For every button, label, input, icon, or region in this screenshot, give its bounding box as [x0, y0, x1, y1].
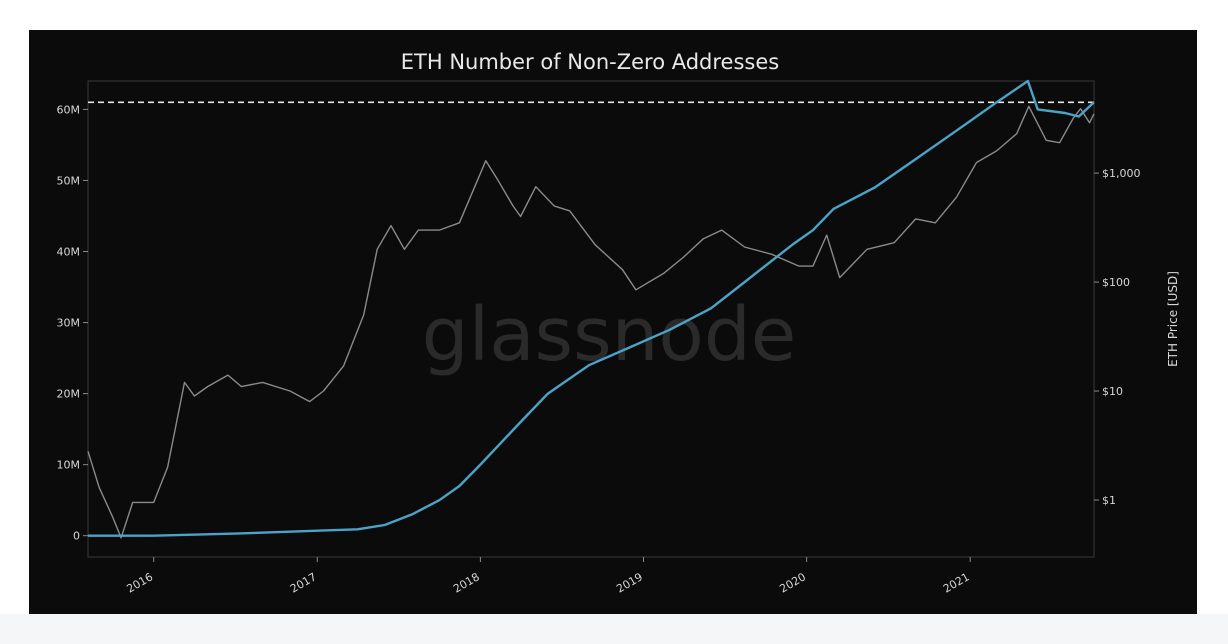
chart-svg: ETH Number of Non-Zero Addresses glassno…: [57, 50, 1181, 596]
y-right-ticks: $1 $10 $100 $1,000: [1094, 167, 1141, 507]
x-tick-label: 2017: [288, 570, 319, 595]
y-right-tick-label: $1,000: [1102, 167, 1141, 180]
y-left-tick-label: 10M: [57, 459, 81, 472]
series-line-non-zero-addresses: [88, 79, 1095, 537]
page-bottom-band: [0, 614, 1228, 644]
series-layer: [87, 79, 1095, 539]
y-left-tick-label: 60M: [57, 103, 81, 116]
chart-frame: ETH Number of Non-Zero Addresses glassno…: [29, 30, 1197, 614]
y-right-tick-label: $10: [1102, 385, 1123, 398]
plot-area-border: [87, 80, 1095, 558]
x-tick-label: 2018: [451, 570, 482, 595]
y-right-axis-label: ETH Price [USD]: [1166, 271, 1180, 367]
y-left-tick-label: 40M: [57, 246, 81, 259]
x-tick-label: 2021: [941, 570, 972, 595]
y-right-tick-label: $1: [1102, 494, 1116, 507]
x-ticks: 2016 2017 2018 2019 2020 2021: [124, 557, 972, 596]
y-left-tick-label: 0: [73, 530, 80, 543]
y-left-tick-label: 20M: [57, 388, 81, 401]
y-left-tick-label: 30M: [57, 317, 81, 330]
y-left-ticks: 0 10M 20M 30M 40M 50M 60M: [57, 103, 88, 543]
chart-title: ETH Number of Non-Zero Addresses: [401, 50, 779, 74]
x-tick-label: 2020: [777, 570, 808, 595]
watermark-glassnode: glassnode: [422, 292, 797, 378]
x-tick-label: 2019: [614, 570, 645, 595]
x-tick-label: 2016: [124, 570, 155, 595]
y-left-tick-label: 50M: [57, 174, 81, 187]
y-right-tick-label: $100: [1102, 276, 1130, 289]
series-line-eth-price: [87, 105, 1095, 539]
